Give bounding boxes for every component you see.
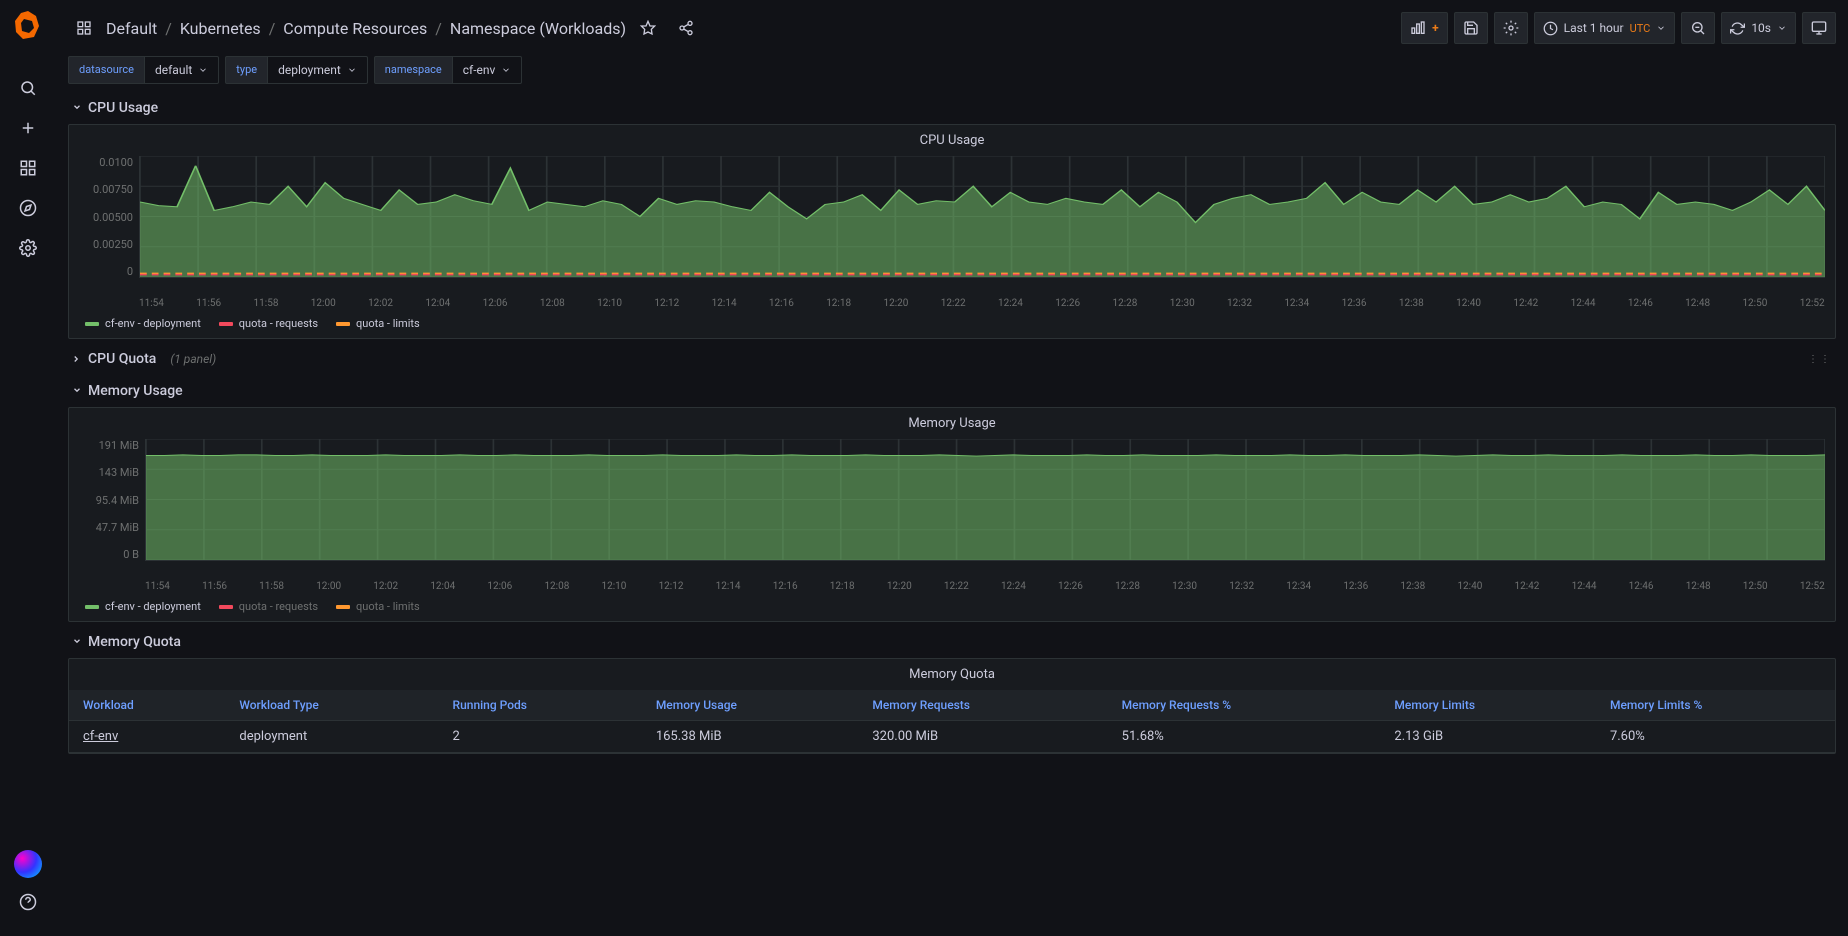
cpu-chart[interactable]: 0.01000.007500.005000.002500 [69, 156, 1835, 296]
section-title: CPU Usage [88, 100, 158, 116]
refresh-interval-label: 10s [1751, 21, 1771, 35]
variable-label: namespace [374, 56, 453, 84]
search-icon[interactable] [12, 72, 44, 104]
panel-title: CPU Usage [69, 125, 1835, 156]
table-header[interactable]: Memory Limits % [1596, 690, 1835, 721]
add-panel-button[interactable]: + [1401, 12, 1448, 44]
chevron-down-icon [72, 100, 82, 116]
variable-value[interactable]: default [145, 56, 219, 84]
variable-value[interactable]: deployment [268, 56, 368, 84]
share-icon[interactable] [670, 12, 702, 44]
table-row[interactable]: cf-envdeployment2165.38 MiB320.00 MiB51.… [69, 721, 1835, 753]
y-axis: 0.01000.007500.005000.002500 [69, 156, 137, 278]
dashboards-nav-icon[interactable] [68, 12, 100, 44]
memory-quota-panel: Memory Quota WorkloadWorkload TypeRunnin… [68, 658, 1836, 754]
variable-type[interactable]: type deployment [225, 56, 368, 84]
topbar: Default / Kubernetes / Compute Resources… [68, 8, 1836, 48]
breadcrumb: Default / Kubernetes / Compute Resources… [106, 19, 626, 38]
view-mode-button[interactable] [1802, 12, 1836, 44]
breadcrumb-part[interactable]: Default [106, 19, 157, 38]
legend-item[interactable]: quota - limits [336, 600, 420, 613]
breadcrumb-sep: / [165, 19, 172, 38]
avatar[interactable] [14, 850, 42, 878]
chevron-right-icon [69, 354, 85, 364]
section-title: Memory Usage [88, 383, 183, 399]
legend-item[interactable]: cf-env - deployment [85, 317, 201, 330]
panel-title: Memory Quota [69, 659, 1835, 690]
time-range-picker[interactable]: Last 1 hour UTC [1534, 12, 1676, 44]
legend: cf-env - deployment quota - requests quota… [69, 592, 1835, 621]
chevron-down-icon [72, 383, 82, 399]
breadcrumb-part[interactable]: Compute Resources [283, 19, 427, 38]
cpu-usage-panel: CPU Usage 0.01000.007500.005000.002500 1… [68, 124, 1836, 339]
variable-label: type [225, 56, 268, 84]
table-header[interactable]: Workload Type [225, 690, 438, 721]
breadcrumb-part[interactable]: Kubernetes [180, 19, 261, 38]
legend-item[interactable]: quota - requests [219, 317, 318, 330]
section-title: CPU Quota [88, 351, 156, 367]
section-cpu-quota[interactable]: CPU Quota (1 panel) ⋮⋮ [68, 343, 1836, 375]
breadcrumb-sep: / [269, 19, 276, 38]
settings-button[interactable] [1494, 12, 1528, 44]
memory-usage-panel: Memory Usage 191 MiB143 MiB95.4 MiB47.7 … [68, 407, 1836, 622]
variable-value[interactable]: cf-env [453, 56, 523, 84]
variable-namespace[interactable]: namespace cf-env [374, 56, 523, 84]
panel-title: Memory Usage [69, 408, 1835, 439]
drag-handle-icon[interactable]: ⋮⋮ [1808, 354, 1832, 365]
table-header[interactable]: Memory Requests % [1108, 690, 1381, 721]
table-header[interactable]: Memory Usage [642, 690, 859, 721]
variable-datasource[interactable]: datasource default [68, 56, 219, 84]
refresh-button[interactable]: 10s [1721, 12, 1796, 44]
grafana-logo[interactable] [12, 10, 44, 42]
section-meta: (1 panel) [170, 352, 216, 366]
star-icon[interactable] [632, 12, 664, 44]
legend-item[interactable]: quota - limits [336, 317, 420, 330]
legend-item[interactable]: cf-env - deployment [85, 600, 201, 613]
variable-label: datasource [68, 56, 145, 84]
section-memory-usage[interactable]: Memory Usage [68, 375, 1836, 407]
section-cpu-usage[interactable]: CPU Usage [68, 92, 1836, 124]
config-icon[interactable] [12, 232, 44, 264]
x-axis: 11:5411:5611:5812:0012:0212:0412:0612:08… [69, 579, 1835, 592]
table-header[interactable]: Workload [69, 690, 225, 721]
time-range-label: Last 1 hour [1564, 21, 1624, 35]
y-axis: 191 MiB143 MiB95.4 MiB47.7 MiB0 B [69, 439, 143, 561]
table-header[interactable]: Memory Requests [858, 690, 1107, 721]
memory-chart[interactable]: 191 MiB143 MiB95.4 MiB47.7 MiB0 B [69, 439, 1835, 579]
chevron-down-icon [72, 634, 82, 650]
legend-item[interactable]: quota - requests [219, 600, 318, 613]
create-icon[interactable] [12, 112, 44, 144]
workload-link[interactable]: cf-env [83, 729, 118, 744]
breadcrumb-part[interactable]: Namespace (Workloads) [450, 19, 626, 38]
dashboards-icon[interactable] [12, 152, 44, 184]
table-header[interactable]: Memory Limits [1380, 690, 1596, 721]
explore-icon[interactable] [12, 192, 44, 224]
help-icon[interactable] [12, 886, 44, 918]
save-button[interactable] [1454, 12, 1488, 44]
section-title: Memory Quota [88, 634, 181, 650]
legend: cf-env - deployment quota - requests quota… [69, 309, 1835, 338]
sidebar [0, 0, 56, 936]
zoom-out-button[interactable] [1681, 12, 1715, 44]
table-header[interactable]: Running Pods [439, 690, 642, 721]
variables-row: datasource default type deployment names… [68, 56, 1836, 84]
breadcrumb-sep: / [435, 19, 442, 38]
section-memory-quota[interactable]: Memory Quota [68, 626, 1836, 658]
memory-quota-table: WorkloadWorkload TypeRunning PodsMemory … [69, 690, 1835, 753]
time-zone-label: UTC [1630, 22, 1651, 35]
x-axis: 11:5411:5611:5812:0012:0212:0412:0612:08… [69, 296, 1835, 309]
